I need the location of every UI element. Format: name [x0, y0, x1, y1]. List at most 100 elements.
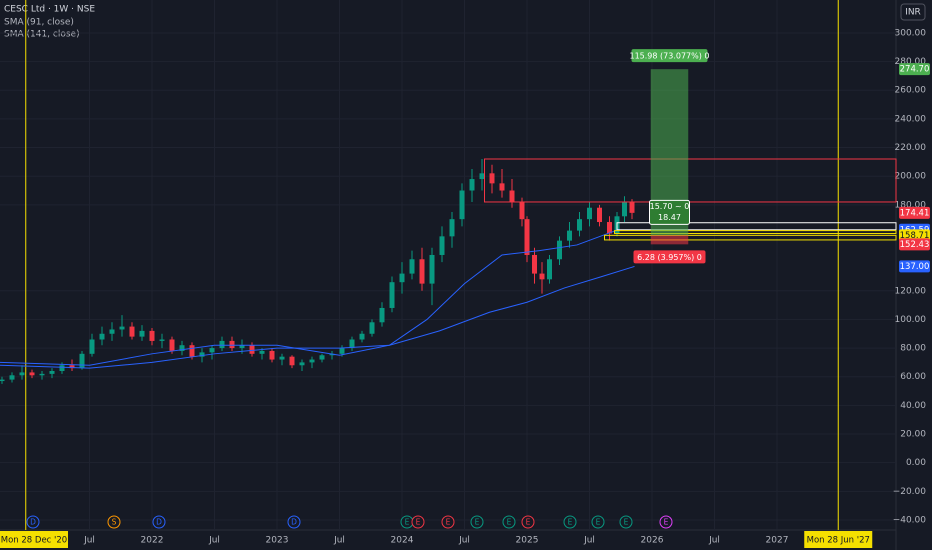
- candle-body: [79, 353, 85, 369]
- candle-body: [419, 259, 425, 284]
- event-label: E: [568, 518, 573, 527]
- candle-body: [209, 348, 215, 353]
- candle-body: [59, 365, 65, 371]
- indicator-label: SMA (141, close): [4, 30, 80, 40]
- candle-body: [89, 339, 95, 354]
- candle-body: [199, 352, 205, 357]
- candle-body: [622, 201, 627, 217]
- candle-body: [349, 339, 355, 349]
- x-tick-label: Jul: [208, 536, 220, 546]
- candle-body: [249, 345, 255, 354]
- stop-label: 6.28 (3.957%) 0: [637, 253, 702, 262]
- y-tick-label: 0.00: [906, 458, 926, 468]
- event-marker: [441, 515, 455, 529]
- grid: [0, 0, 896, 530]
- candle-body: [389, 282, 395, 308]
- candle-body: [129, 326, 135, 337]
- event-label: E: [416, 518, 421, 527]
- candle-body: [429, 254, 435, 284]
- candle-body: [369, 322, 375, 334]
- candle-body: [99, 333, 105, 340]
- event-label: E: [405, 518, 410, 527]
- candle-body: [587, 207, 592, 220]
- y-tick-label: 220.00: [895, 143, 927, 153]
- candle-body: [519, 201, 525, 220]
- event-marker: [470, 515, 484, 529]
- y-tick-label: 100.00: [895, 315, 927, 325]
- candle-body: [439, 236, 445, 255]
- event-marker: [287, 515, 301, 529]
- candle-body: [239, 345, 245, 349]
- candle-body: [449, 219, 455, 237]
- candle-body: [409, 259, 415, 274]
- event-label: E: [475, 518, 480, 527]
- mid-label: 18.47: [658, 213, 681, 222]
- candle-body: [9, 375, 15, 380]
- price-label: 137.00: [900, 262, 930, 272]
- x-tick-label: Jul: [83, 536, 95, 546]
- candle-body: [489, 173, 495, 184]
- candle-body: [29, 372, 35, 376]
- y-tick-label: 20.00: [900, 430, 926, 440]
- y-tick-label: 200.00: [895, 172, 927, 182]
- currency[interactable]: INR: [905, 8, 921, 18]
- x-tick-label: 2024: [391, 536, 414, 546]
- stop-zone: [650, 235, 689, 245]
- candle-body: [229, 340, 235, 349]
- date-marker-box: [0, 531, 68, 548]
- candle-body: [597, 207, 602, 223]
- x-tick-label: Jul: [708, 536, 720, 546]
- price-label-box: [899, 206, 930, 219]
- price-zone: [484, 158, 897, 203]
- x-tick-label: 2026: [641, 536, 664, 546]
- event-label: E: [596, 518, 601, 527]
- currency-box[interactable]: [900, 3, 926, 21]
- event-label: E: [664, 518, 669, 527]
- x-tick-label: Jul: [583, 536, 595, 546]
- chart-title: CESC Ltd · 1W · NSE: [4, 5, 95, 15]
- event-label: E: [507, 518, 512, 527]
- x-tick-label: 2023: [266, 536, 289, 546]
- candle-body: [399, 273, 405, 283]
- date-marker-box: [804, 531, 873, 548]
- y-tick-label: −20.00: [893, 487, 927, 497]
- price-label: 152.43: [900, 240, 930, 250]
- event-label: S: [112, 518, 117, 527]
- candle-body: [299, 362, 305, 366]
- price-zone: [616, 222, 897, 231]
- event-label: E: [526, 518, 531, 527]
- candle-body: [607, 222, 612, 234]
- candle-body: [0, 379, 5, 382]
- candle-body: [629, 201, 635, 213]
- x-tick-label: Jul: [458, 536, 470, 546]
- event-label: D: [156, 518, 162, 527]
- event-marker: [152, 515, 166, 529]
- candle-body: [499, 183, 505, 191]
- mid-label-box: [649, 199, 690, 225]
- candle-body: [469, 179, 475, 191]
- candle-body: [259, 350, 265, 354]
- candle-body: [319, 355, 325, 360]
- y-tick-label: −40.00: [893, 515, 927, 525]
- event-label: E: [624, 518, 629, 527]
- target-label: 115.98 (73.077%) 0: [629, 52, 709, 61]
- x-tick-label: 2027: [766, 536, 789, 546]
- price-label-box: [899, 260, 930, 273]
- candle-body: [179, 345, 185, 351]
- event-marker: [659, 515, 673, 529]
- sma-line: [0, 265, 635, 369]
- price-label: 174.41: [900, 208, 930, 218]
- candle-body: [339, 348, 345, 354]
- candle-body: [109, 329, 115, 334]
- x-tick-label: 2025: [516, 536, 539, 546]
- candle-body: [49, 371, 55, 374]
- event-marker: [502, 515, 516, 529]
- y-tick-label: 280.00: [895, 57, 927, 67]
- y-tick-label: 180.00: [895, 200, 927, 210]
- target-label-box: [631, 49, 708, 63]
- event-marker: [563, 515, 577, 529]
- candle-body: [509, 190, 515, 202]
- candle-body: [269, 350, 275, 360]
